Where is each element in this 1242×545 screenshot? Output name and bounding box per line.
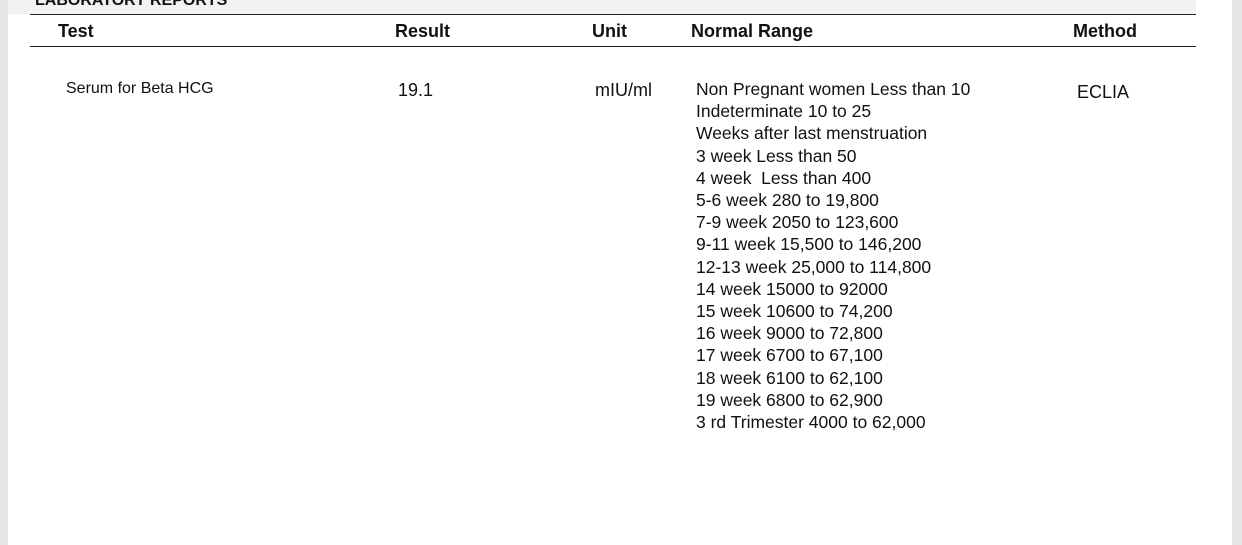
unit: mIU/ml	[595, 80, 652, 100]
normal-range-line: Non Pregnant women Less than 10	[696, 79, 971, 99]
header-band	[8, 0, 1196, 14]
report-page: LABORATORY REPORTS Test Result Unit Norm…	[8, 0, 1232, 545]
normal-range-line: Indeterminate 10 to 25	[696, 101, 872, 122]
column-header: Method	[1073, 21, 1137, 41]
normal-range-line: 9-11 week 15,500 to 146,200	[696, 234, 922, 255]
column-header: Test	[58, 21, 94, 41]
header-rule	[30, 14, 1196, 15]
column-header: Result	[395, 21, 451, 41]
normal-range-line: 12-13 week 25,000 to 114,800	[696, 256, 932, 277]
normal-range-line: 3 rd Trimester 4000 to 62,000	[696, 412, 926, 432]
header-rule	[30, 46, 1196, 47]
normal-range-line: 4 week Less than 400	[696, 167, 872, 188]
report-title: LABORATORY REPORTS	[35, 0, 228, 9]
normal-range-line: 19 week 6800 to 62,900	[696, 389, 883, 410]
result-value: 19.1	[398, 80, 434, 100]
method: ECLIA	[1077, 82, 1130, 102]
normal-range-line: 16 week 9000 to 72,800	[696, 323, 883, 344]
column-header: Normal Range	[691, 21, 814, 41]
normal-range-line: Weeks after last menstruation	[696, 123, 928, 144]
normal-range-line: 14 week 15000 to 92000	[696, 278, 888, 299]
column-header: Unit	[592, 21, 627, 41]
normal-range-line: 3 week Less than 50	[696, 145, 857, 166]
normal-range-line: 5-6 week 280 to 19,800	[696, 190, 879, 210]
normal-range-line: 7-9 week 2050 to 123,600	[696, 212, 899, 233]
normal-range-line: 17 week 6700 to 67,100	[696, 345, 883, 366]
normal-range-line: 15 week 10600 to 74,200	[696, 301, 893, 321]
normal-range-line: 18 week 6100 to 62,100	[696, 367, 883, 388]
test-name: Serum for Beta HCG	[66, 80, 214, 97]
